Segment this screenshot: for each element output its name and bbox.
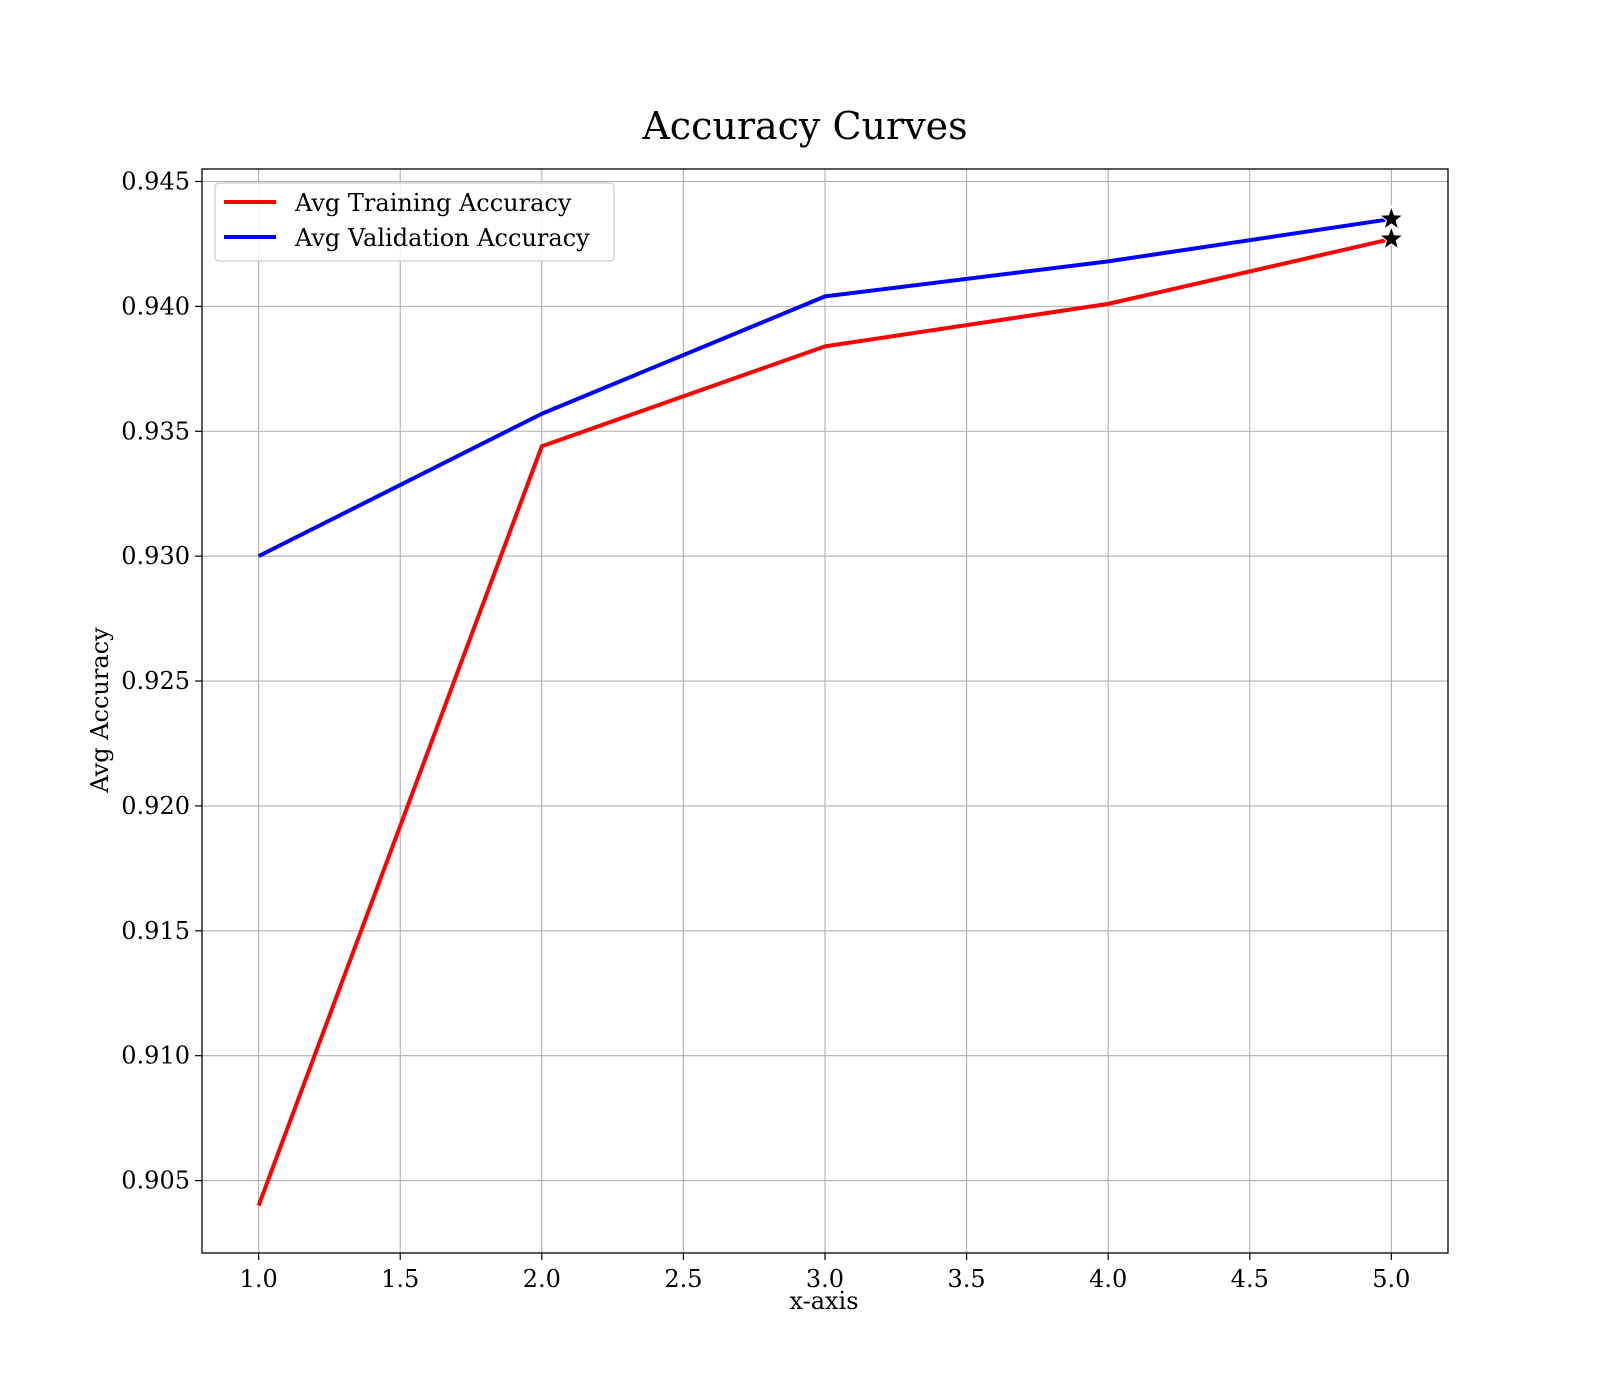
y-axis-label: Avg Accuracy (86, 627, 114, 794)
y-axis-ticks: 0.905 0.910 0.915 0.920 0.925 0.930 0.935 0.940… (121, 167, 202, 1195)
y-tick-label: 0.910 (121, 1042, 190, 1070)
y-tick-label: 0.940 (121, 292, 190, 320)
x-tick-label: 1.5 (381, 1265, 419, 1293)
end-markers (1377, 204, 1405, 251)
y-tick-label: 0.945 (121, 167, 190, 195)
y-tick-label: 0.930 (121, 542, 190, 570)
series-lines (256, 216, 1392, 1207)
x-tick-label: 4.0 (1089, 1265, 1127, 1293)
x-tick-label: 3.5 (948, 1265, 986, 1293)
x-tick-label: 1.0 (240, 1265, 278, 1293)
y-tick-label: 0.920 (121, 792, 190, 820)
y-tick-label: 0.935 (121, 417, 190, 445)
x-tick-label: 4.5 (1231, 1265, 1269, 1293)
x-tick-label: 5.0 (1372, 1265, 1410, 1293)
y-tick-label: 0.905 (121, 1167, 190, 1195)
x-tick-label: 3.0 (806, 1265, 844, 1293)
y-tick-label: 0.925 (121, 667, 190, 695)
x-axis-label: x-axis (789, 1287, 858, 1315)
legend-label-training: Avg Training Accuracy (294, 189, 572, 217)
x-tick-label: 2.5 (664, 1265, 702, 1293)
chart-title: Accuracy Curves (641, 104, 967, 148)
end-marker-star-avg-validation-accuracy (1377, 204, 1405, 231)
series-line-avg-validation-accuracy (257, 216, 1392, 558)
y-tick-label: 0.915 (121, 917, 190, 945)
legend-label-validation: Avg Validation Accuracy (294, 224, 590, 252)
legend: Avg Training Accuracy Avg Validation Acc… (214, 182, 615, 262)
end-marker-star-avg-training-accuracy (1377, 224, 1405, 251)
series-line-avg-training-accuracy (256, 236, 1392, 1207)
x-tick-label: 2.0 (523, 1265, 561, 1293)
x-axis-ticks: 1.0 1.5 2.0 2.5 3.0 3.5 4.0 4.5 5.0 (240, 1253, 1410, 1293)
grid-lines (202, 169, 1448, 1253)
legend-box (214, 182, 615, 262)
